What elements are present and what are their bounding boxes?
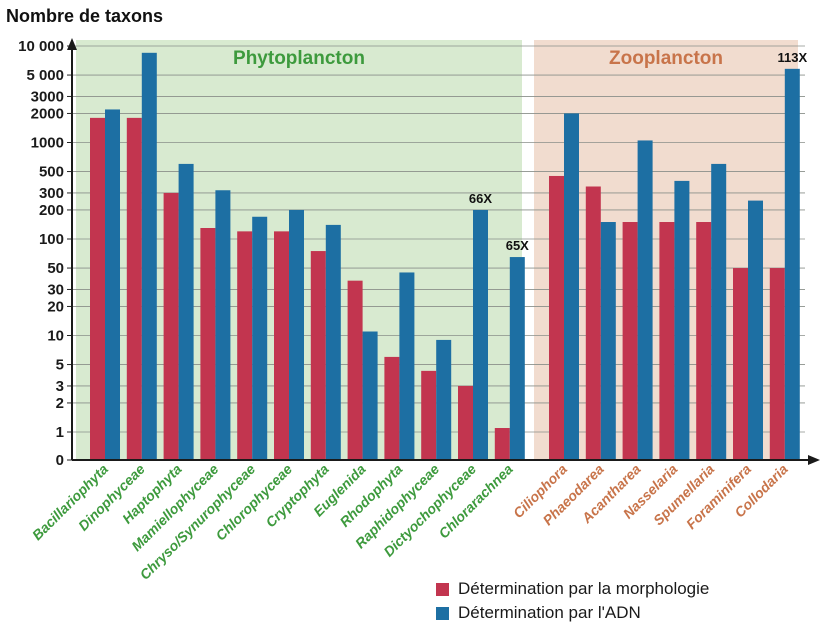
annotation-dictyochophyceae: 66X (469, 191, 492, 206)
legend: Détermination par la morphologie Détermi… (436, 577, 709, 625)
bar-dna-ciliophora (564, 113, 579, 460)
bar-morphology-cryptophyta (310, 251, 326, 460)
bar-dna-chlorarachnea (509, 257, 525, 460)
legend-label-dna: Détermination par l'ADN (458, 603, 641, 622)
bar-morphology-acantharea (622, 222, 638, 460)
bar-morphology-rhodophyta (384, 356, 400, 460)
bar-morphology-chlorarachnea (494, 428, 510, 460)
y-tick-label: 2 (56, 395, 64, 412)
bar-morphology-mamiellophyceae (200, 228, 216, 460)
legend-item-dna: Détermination par l'ADN (436, 601, 709, 625)
bar-dna-collodaria (784, 68, 800, 461)
panel-title-phytoplancton: Phytoplancton (233, 48, 365, 69)
annotation-collodaria: 113X (777, 50, 807, 65)
bar-morphology-nasselaria (659, 222, 675, 460)
bar-morphology-foraminifera (733, 268, 748, 460)
bar-dna-bacillariophyta (105, 109, 120, 461)
bar-morphology-bacillariophyta (90, 117, 105, 460)
bar-morphology-dinophyceae (126, 117, 142, 460)
y-tick-label: 2000 (31, 105, 64, 122)
bar-morphology-chryso-synurophyceae (237, 231, 253, 460)
y-tick-label: 20 (47, 298, 64, 315)
bar-dna-chlorophyceae (289, 209, 304, 460)
y-tick-label: 1000 (31, 135, 64, 152)
legend-swatch-dna (436, 606, 449, 620)
bar-dna-nasselaria (674, 180, 690, 460)
y-tick-label: 10 000 (18, 38, 64, 55)
y-axis-title: Nombre de taxons (6, 6, 164, 26)
y-tick-label: 50 (47, 260, 64, 277)
x-axis-arrow (808, 455, 820, 465)
y-tick-label: 1 (56, 424, 64, 441)
legend-swatch-morphology (436, 582, 449, 596)
bar-morphology-spumellaria (696, 222, 712, 460)
bar-morphology-chlorophyceae (274, 231, 289, 460)
bar-dna-chryso-synurophyceae (252, 216, 268, 460)
bar-dna-spumellaria (711, 163, 727, 461)
bar-dna-acantharea (637, 140, 653, 460)
bar-dna-raphidophyceae (436, 339, 452, 460)
y-tick-label: 200 (39, 202, 64, 219)
y-tick-label: 300 (39, 185, 64, 202)
bar-morphology-phaeodarea (585, 186, 601, 460)
bar-dna-euglenida (362, 331, 378, 460)
bar-dna-dictyochophyceae (473, 209, 488, 460)
y-tick-label: 10 (47, 328, 64, 345)
panel-title-zooplancton: Zooplancton (609, 48, 723, 69)
y-tick-label: 0 (56, 452, 64, 469)
bar-dna-cryptophyta (325, 224, 341, 460)
bar-morphology-raphidophyceae (421, 370, 437, 460)
bar-morphology-haptophyta (163, 192, 179, 460)
y-tick-label: 500 (39, 164, 64, 181)
bar-dna-mamiellophyceae (215, 190, 231, 460)
y-tick-label: 5 (56, 357, 64, 374)
y-tick-label: 3 (56, 378, 64, 395)
legend-item-morphology: Détermination par la morphologie (436, 577, 709, 601)
bar-dna-rhodophyta (399, 272, 415, 460)
y-tick-label: 3000 (31, 88, 64, 105)
y-tick-label: 5 000 (26, 67, 64, 84)
bar-morphology-dictyochophyceae (458, 385, 473, 460)
bar-morphology-euglenida (347, 280, 363, 460)
bar-dna-phaeodarea (600, 222, 616, 460)
bar-dna-haptophyta (178, 163, 194, 461)
y-axis-arrow (67, 38, 77, 50)
bar-morphology-collodaria (769, 268, 785, 460)
annotation-chlorarachnea: 65X (506, 238, 529, 253)
legend-label-morphology: Détermination par la morphologie (458, 579, 710, 598)
y-tick-label: 100 (39, 231, 64, 248)
bar-dna-foraminifera (748, 200, 763, 460)
bar-dna-dinophyceae (141, 52, 157, 461)
y-tick-label: 30 (47, 281, 64, 298)
bar-morphology-ciliophora (549, 175, 564, 460)
